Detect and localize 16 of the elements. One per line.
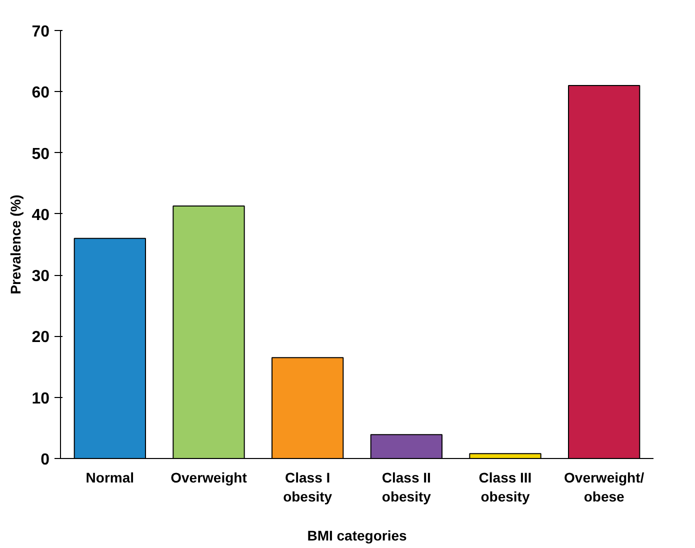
x-tick-label: Overweight/obese bbox=[564, 470, 644, 505]
y-axis-title: Prevalence (%) bbox=[8, 194, 24, 294]
y-tick-label: 30 bbox=[32, 268, 50, 286]
y-tick-label: 40 bbox=[32, 206, 50, 224]
x-axis-title: BMI categories bbox=[307, 528, 408, 544]
y-tick-label: 0 bbox=[40, 452, 50, 468]
x-tick-label: Overweight bbox=[170, 470, 248, 486]
x-tick-label: Normal bbox=[86, 470, 134, 486]
y-tick-label: 70 bbox=[32, 24, 50, 40]
y-tick-label: 60 bbox=[32, 84, 50, 102]
x-tick-label: Class I obesity bbox=[283, 470, 332, 505]
y-tick-label: 10 bbox=[32, 390, 50, 408]
y-tick-label: 50 bbox=[32, 146, 50, 163]
y-tick-label: 20 bbox=[32, 329, 50, 346]
x-tick-label: Class III obesity bbox=[478, 470, 532, 505]
x-tick-label: Class II obesity bbox=[382, 470, 432, 505]
